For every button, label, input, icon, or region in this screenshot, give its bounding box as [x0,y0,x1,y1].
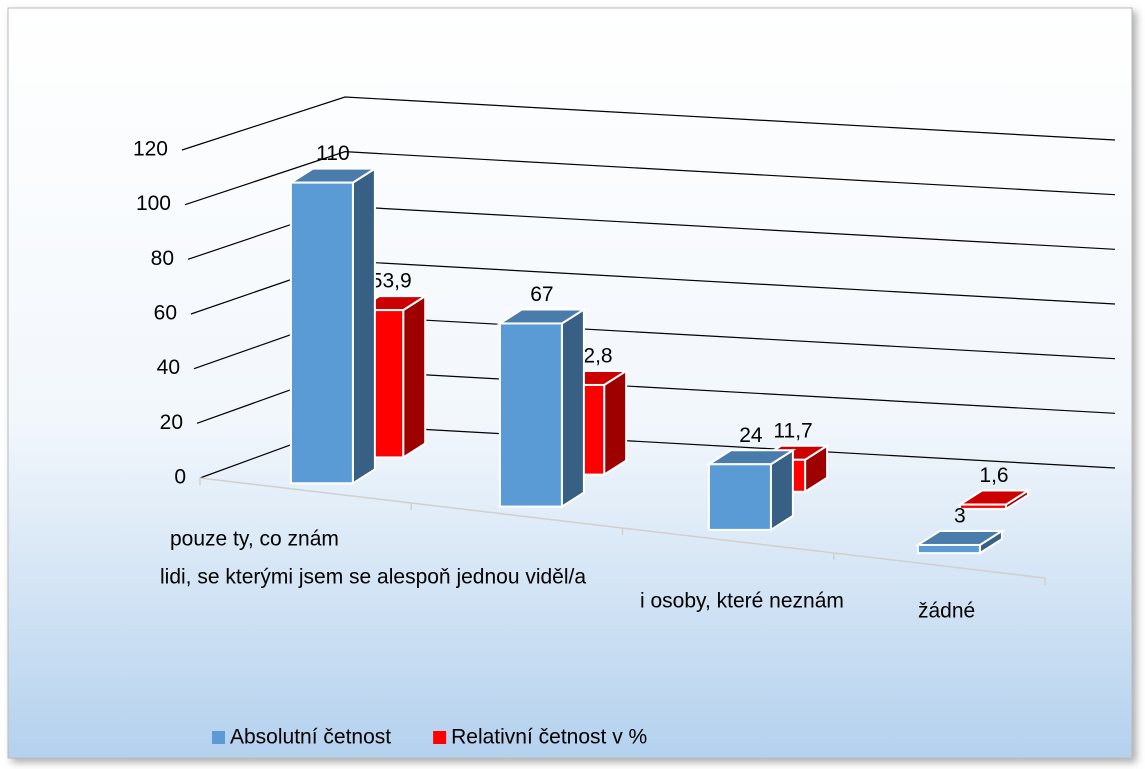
data-label: 67 [530,283,553,306]
y-tick-label: 40 [157,356,180,379]
y-tick-label: 0 [174,466,186,489]
y-tick-label: 100 [136,192,171,215]
data-label: 53,9 [371,270,412,293]
legend: Absolutní četnost Relativní četnost v % [212,726,647,749]
data-label: 110 [316,142,349,165]
y-tick-label: 80 [151,247,174,270]
grid-line [184,151,1116,206]
x-tick-label: lidi, se kterými jsem se alespoň jednou … [160,566,586,589]
data-label: 11,7 [773,419,812,442]
bar-side [560,307,585,509]
y-tick-label: 60 [154,302,177,325]
bar [916,543,981,555]
data-label: 24 [739,424,763,447]
bar-side [351,166,376,486]
bar-side [402,294,427,460]
bar [498,322,563,508]
legend-label: Absolutní četnost [230,726,391,749]
grid-line [181,96,1116,151]
x-tick-label: i osoby, které neznám [640,590,844,613]
bar [959,503,1008,510]
legend-swatch [212,731,225,744]
y-tick-label: 20 [160,411,183,434]
x-tick-label: pouze ty, co znám [170,528,339,551]
x-tick-label: žádné [918,600,975,623]
data-label: 3 [954,505,966,528]
legend-label: Relativní četnost v % [451,726,647,749]
bar-side [603,369,628,477]
plot: 0 20 40 60 80 100 120 pouze ty, co znám lidi, se… [133,96,1116,623]
legend-swatch [433,731,447,744]
y-tick-label: 120 [133,138,168,161]
data-label: 1,6 [979,464,1008,487]
bar [707,463,772,531]
bar [289,181,354,485]
